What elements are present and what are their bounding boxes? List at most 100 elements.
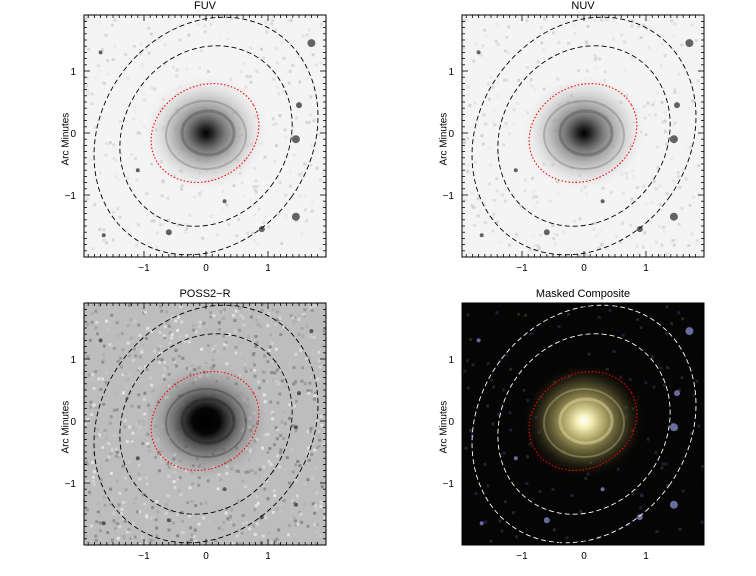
noise-pixel	[193, 534, 196, 538]
noise-pixel	[104, 33, 108, 37]
noise-pixel	[584, 39, 588, 43]
noise-pixel	[174, 349, 178, 352]
noise-pixel	[673, 88, 677, 92]
noise-pixel	[151, 506, 155, 510]
aperture-ellipse	[528, 83, 638, 183]
noise-pixel	[146, 536, 150, 540]
noise-pixel	[498, 359, 502, 363]
star	[291, 212, 300, 221]
noise-pixel	[470, 430, 474, 434]
noise-pixel	[288, 69, 292, 73]
noise-pixel	[163, 360, 167, 364]
noise-pixel	[309, 95, 313, 99]
noise-pixel	[531, 235, 535, 239]
noise-pixel	[481, 142, 485, 146]
noise-pixel	[101, 377, 104, 381]
noise-pixel	[179, 496, 183, 500]
noise-pixel	[158, 469, 161, 473]
noise-pixel	[94, 539, 98, 542]
noise-pixel	[677, 311, 681, 315]
noise-pixel	[223, 346, 227, 350]
noise-pixel	[309, 427, 313, 431]
noise-pixel	[113, 174, 117, 178]
noise-pixel	[592, 227, 596, 231]
noise-pixel	[663, 229, 666, 233]
noise-pixel	[295, 399, 298, 403]
noise-pixel	[122, 517, 125, 521]
noise-pixel	[89, 400, 93, 404]
star	[297, 391, 301, 396]
noise-pixel	[277, 92, 281, 96]
panel-plot: −1 0 1 1 0 −1	[65, 14, 327, 274]
noise-pixel	[111, 238, 115, 242]
noise-pixel	[267, 460, 271, 463]
noise-pixel	[255, 190, 258, 194]
noise-pixel	[464, 446, 468, 450]
noise-pixel	[156, 231, 159, 235]
noise-pixel	[116, 522, 120, 526]
noise-pixel	[221, 209, 225, 213]
noise-pixel	[620, 221, 624, 225]
noise-pixel	[146, 241, 150, 245]
noise-pixel	[167, 528, 171, 532]
noise-pixel	[184, 230, 188, 234]
noise-pixel	[147, 324, 151, 328]
noise-pixel	[605, 247, 609, 251]
noise-pixel	[257, 386, 261, 390]
noise-pixel	[652, 385, 656, 389]
y-tick-label: 0	[448, 129, 454, 140]
noise-pixel	[162, 222, 166, 226]
noise-pixel	[272, 443, 276, 447]
noise-pixel	[103, 428, 107, 432]
noise-pixel	[270, 342, 274, 346]
noise-pixel	[467, 171, 471, 175]
noise-pixel	[315, 530, 319, 534]
noise-pixel	[146, 482, 150, 486]
noise-pixel	[622, 192, 626, 195]
noise-pixel	[659, 366, 663, 370]
noise-pixel	[127, 460, 131, 464]
noise-pixel	[283, 468, 287, 472]
noise-pixel	[312, 119, 316, 123]
noise-pixel	[232, 523, 236, 527]
noise-pixel	[301, 345, 305, 349]
plot-frame	[461, 14, 705, 258]
noise-pixel	[105, 142, 109, 145]
noise-pixel	[519, 204, 523, 208]
noise-pixel	[493, 109, 497, 113]
noise-pixel	[140, 65, 144, 69]
noise-pixel	[240, 70, 243, 74]
noise-pixel	[665, 192, 669, 196]
noise-pixel	[690, 232, 694, 236]
noise-pixel	[163, 531, 167, 535]
noise-pixel	[495, 311, 499, 315]
noise-pixel	[167, 474, 171, 478]
noise-pixel	[262, 379, 266, 383]
noise-pixel	[106, 73, 110, 77]
noise-pixel	[573, 32, 577, 35]
noise-pixel	[88, 490, 91, 494]
noise-pixel	[130, 404, 134, 408]
noise-pixel	[97, 21, 101, 25]
noise-pixel	[300, 232, 304, 236]
noise-pixel	[154, 455, 158, 459]
noise-pixel	[671, 239, 675, 243]
noise-pixel	[489, 76, 493, 79]
noise-pixel	[113, 527, 117, 530]
noise-pixel	[160, 328, 164, 332]
noise-pixel	[493, 123, 497, 127]
noise-pixel	[191, 482, 195, 486]
noise-pixel	[133, 157, 137, 161]
noise-pixel	[284, 193, 288, 197]
noise-pixel	[503, 123, 507, 127]
noise-pixel	[479, 53, 483, 57]
noise-pixel	[261, 534, 265, 538]
noise-pixel	[110, 448, 114, 452]
noise-pixel	[155, 514, 159, 517]
noise-pixel	[292, 366, 296, 370]
noise-pixel	[183, 339, 187, 343]
noise-pixel	[198, 65, 202, 69]
noise-pixel	[556, 191, 560, 195]
noise-pixel	[270, 371, 274, 375]
noise-pixel	[145, 476, 148, 480]
